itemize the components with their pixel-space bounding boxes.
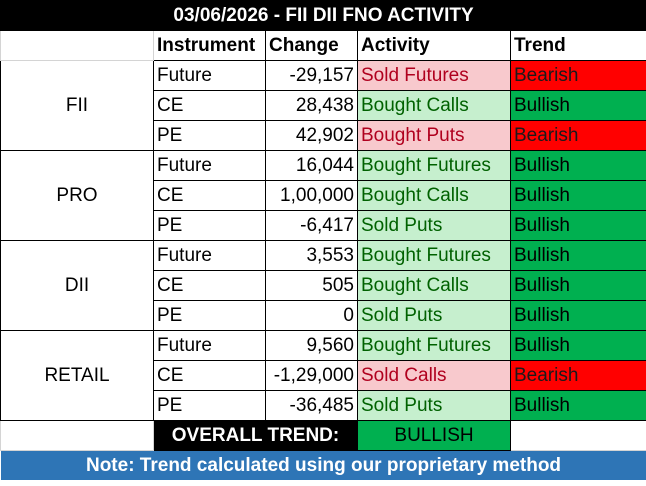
table-row: PE 42,902 Bought Puts Bearish	[1, 120, 646, 151]
trend-cell: Bullish	[509, 270, 646, 301]
trend-cell: Bullish	[509, 150, 646, 181]
change-cell: 42,902	[265, 120, 358, 151]
table-row: CE -1,29,000 Sold Calls Bearish	[1, 360, 646, 391]
header-activity: Activity	[357, 30, 511, 61]
activity-cell: Bought Calls	[357, 270, 511, 301]
table-row: CE 505 Bought Calls Bullish	[1, 270, 646, 301]
table-row: CE 1,00,000 Bought Calls Bullish	[1, 180, 646, 211]
activity-cell: Bought Calls	[357, 180, 511, 211]
activity-cell: Bought Futures	[357, 240, 511, 271]
change-cell: -36,485	[265, 390, 358, 421]
instrument-cell: PE	[153, 120, 266, 151]
sheet-title: 03/06/2026 - FII DII FNO ACTIVITY	[0, 0, 646, 31]
header-instrument: Instrument	[153, 30, 266, 61]
table-row: CE 28,438 Bought Calls Bullish	[1, 90, 646, 121]
overall-blank-left	[0, 420, 154, 451]
group-label-pro: PRO	[0, 150, 154, 241]
table-row: PRO Future 16,044 Bought Futures Bullish	[0, 150, 646, 241]
change-cell: -6,417	[265, 210, 358, 241]
activity-cell: Bought Calls	[357, 90, 511, 121]
trend-cell: Bullish	[509, 330, 646, 361]
change-cell: -29,157	[265, 60, 358, 91]
group-label-fii: FII	[0, 60, 154, 151]
trend-cell: Bearish	[509, 120, 646, 151]
change-cell: 0	[265, 300, 358, 331]
activity-cell: Sold Puts	[357, 210, 511, 241]
note-row: Note: Trend calculated using our proprie…	[0, 450, 646, 480]
table-row: PE -6,417 Sold Puts Bullish	[1, 210, 646, 241]
header-blank-cell	[0, 30, 154, 61]
title-row: 03/06/2026 - FII DII FNO ACTIVITY	[0, 0, 646, 31]
trend-cell: Bearish	[509, 60, 646, 91]
activity-cell: Sold Futures	[357, 60, 511, 91]
activity-cell: Sold Puts	[357, 390, 511, 421]
instrument-cell: Future	[153, 330, 266, 361]
trend-cell: Bearish	[509, 360, 646, 391]
trend-cell: Bullish	[509, 180, 646, 211]
header-row: Instrument Change Activity Trend	[0, 30, 646, 61]
change-cell: 16,044	[265, 150, 358, 181]
trend-cell: Bullish	[509, 390, 646, 421]
change-cell: 1,00,000	[265, 180, 358, 211]
instrument-cell: PE	[153, 300, 266, 331]
table-row: FII Future -29,157 Sold Futures Bearish	[0, 60, 646, 151]
overall-trend-value: BULLISH	[357, 420, 511, 451]
trend-cell: Bullish	[509, 300, 646, 331]
overall-row: OVERALL TREND: BULLISH	[0, 420, 646, 451]
table-row: DII Future 3,553 Bought Futures Bullish	[0, 240, 646, 331]
instrument-cell: Future	[153, 240, 266, 271]
trend-cell: Bullish	[509, 240, 646, 271]
group-label-dii: DII	[0, 240, 154, 331]
instrument-cell: CE	[153, 360, 266, 391]
trend-cell: Bullish	[509, 90, 646, 121]
instrument-cell: CE	[153, 90, 266, 121]
activity-cell: Sold Calls	[357, 360, 511, 391]
change-cell: -1,29,000	[265, 360, 358, 391]
instrument-cell: PE	[153, 390, 266, 421]
overall-trend-label: OVERALL TREND:	[153, 420, 358, 451]
group-label-retail: RETAIL	[0, 330, 154, 421]
activity-cell: Bought Puts	[357, 120, 511, 151]
activity-cell: Sold Puts	[357, 300, 511, 331]
table-row: RETAIL Future 9,560 Bought Futures Bulli…	[0, 330, 646, 421]
methodology-note: Note: Trend calculated using our proprie…	[0, 450, 646, 480]
change-cell: 505	[265, 270, 358, 301]
header-change: Change	[265, 30, 358, 61]
instrument-cell: Future	[153, 60, 266, 91]
instrument-cell: CE	[153, 180, 266, 211]
instrument-cell: CE	[153, 270, 266, 301]
change-cell: 3,553	[265, 240, 358, 271]
activity-cell: Bought Futures	[357, 150, 511, 181]
instrument-cell: PE	[153, 210, 266, 241]
activity-cell: Bought Futures	[357, 330, 511, 361]
instrument-cell: Future	[153, 150, 266, 181]
change-cell: 9,560	[265, 330, 358, 361]
change-cell: 28,438	[265, 90, 358, 121]
trend-cell: Bullish	[509, 210, 646, 241]
header-trend: Trend	[509, 30, 646, 61]
overall-blank-right	[509, 420, 646, 451]
table-row: PE 0 Sold Puts Bullish	[1, 300, 646, 331]
